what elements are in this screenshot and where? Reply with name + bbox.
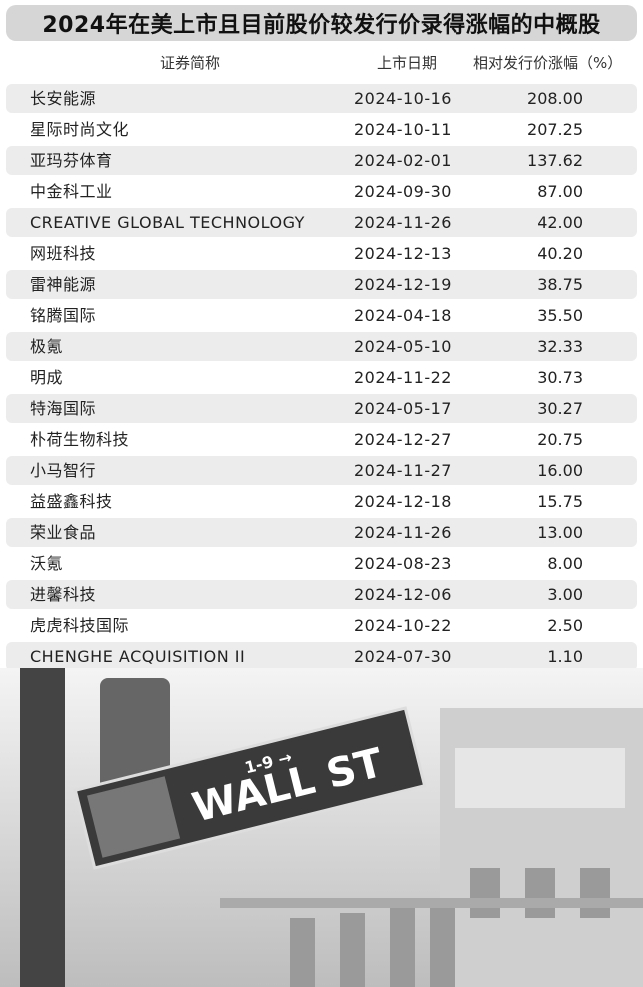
stock-name: 小马智行 <box>30 461 97 480</box>
gain-percent: 40.20 <box>537 244 583 263</box>
wall-street-photo: WALL ST 1-9 → <box>0 668 643 987</box>
gain-percent: 35.50 <box>537 306 583 325</box>
stock-name: 特海国际 <box>30 399 97 418</box>
gain-percent: 38.75 <box>537 275 583 294</box>
gain-percent: 42.00 <box>537 213 583 232</box>
stock-name: 朴荷生物科技 <box>30 430 130 449</box>
listing-date: 2024-10-16 <box>354 89 452 108</box>
table-row: 雷神能源 2024-12-19 38.75 <box>6 270 637 299</box>
gain-percent: 30.73 <box>537 368 583 387</box>
gain-percent: 2.50 <box>547 616 583 635</box>
stock-table: 长安能源 2024-10-16 208.00 星际时尚文化 2024-10-11 207.… <box>6 84 637 673</box>
stock-name: 雷神能源 <box>30 275 97 294</box>
listing-date: 2024-05-17 <box>354 399 452 418</box>
stock-name: CREATIVE GLOBAL TECHNOLOGY <box>30 213 305 232</box>
gain-percent: 16.00 <box>537 461 583 480</box>
stock-name: 荣业食品 <box>30 523 97 542</box>
stock-name: CHENGHE ACQUISITION II <box>30 647 246 666</box>
table-row: CHENGHE ACQUISITION II 2024-07-30 1.10 <box>6 642 637 671</box>
listing-date: 2024-12-27 <box>354 430 452 449</box>
table-row: 铭腾国际 2024-04-18 35.50 <box>6 301 637 330</box>
page-title: 2024年在美上市且目前股价较发行价录得涨幅的中概股 <box>6 5 637 41</box>
table-row: 朴荷生物科技 2024-12-27 20.75 <box>6 425 637 454</box>
gain-percent: 1.10 <box>547 647 583 666</box>
listing-date: 2024-11-27 <box>354 461 452 480</box>
gain-percent: 32.33 <box>537 337 583 356</box>
table-row: 长安能源 2024-10-16 208.00 <box>6 84 637 113</box>
listing-date: 2024-12-13 <box>354 244 452 263</box>
listing-date: 2024-10-22 <box>354 616 452 635</box>
table-row: 网班科技 2024-12-13 40.20 <box>6 239 637 268</box>
stock-name: 网班科技 <box>30 244 97 263</box>
gain-percent: 30.27 <box>537 399 583 418</box>
table-row: 星际时尚文化 2024-10-11 207.25 <box>6 115 637 144</box>
listing-date: 2024-12-18 <box>354 492 452 511</box>
table-row: 虎虎科技国际 2024-10-22 2.50 <box>6 611 637 640</box>
stock-name: 极氪 <box>30 337 64 356</box>
listing-date: 2024-08-23 <box>354 554 452 573</box>
listing-date: 2024-12-19 <box>354 275 452 294</box>
column-header-gain: 相对发行价涨幅（%） <box>473 54 623 72</box>
stock-name: 明成 <box>30 368 64 387</box>
stock-name: 长安能源 <box>30 89 97 108</box>
listing-date: 2024-02-01 <box>354 151 452 170</box>
listing-date: 2024-12-06 <box>354 585 452 604</box>
stock-name: 益盛鑫科技 <box>30 492 113 511</box>
gain-percent: 87.00 <box>537 182 583 201</box>
table-row: 明成 2024-11-22 30.73 <box>6 363 637 392</box>
stock-name: 沃氪 <box>30 554 64 573</box>
table-row: 益盛鑫科技 2024-12-18 15.75 <box>6 487 637 516</box>
gain-percent: 3.00 <box>547 585 583 604</box>
table-row: 亚玛芬体育 2024-02-01 137.62 <box>6 146 637 175</box>
listing-date: 2024-04-18 <box>354 306 452 325</box>
table-row: 小马智行 2024-11-27 16.00 <box>6 456 637 485</box>
table-row: CREATIVE GLOBAL TECHNOLOGY 2024-11-26 42.0… <box>6 208 637 237</box>
listing-date: 2024-11-26 <box>354 523 452 542</box>
stock-name: 铭腾国际 <box>30 306 97 325</box>
column-header-name: 证券简称 <box>160 54 221 72</box>
gain-percent: 15.75 <box>537 492 583 511</box>
stock-name: 进馨科技 <box>30 585 97 604</box>
table-header: 证券简称 上市日期 相对发行价涨幅（%） <box>0 52 643 76</box>
gain-percent: 20.75 <box>537 430 583 449</box>
table-row: 沃氪 2024-08-23 8.00 <box>6 549 637 578</box>
table-row: 进馨科技 2024-12-06 3.00 <box>6 580 637 609</box>
table-row: 极氪 2024-05-10 32.33 <box>6 332 637 361</box>
listing-date: 2024-07-30 <box>354 647 452 666</box>
listing-date: 2024-09-30 <box>354 182 452 201</box>
table-row: 中金科工业 2024-09-30 87.00 <box>6 177 637 206</box>
listing-date: 2024-10-11 <box>354 120 452 139</box>
listing-date: 2024-05-10 <box>354 337 452 356</box>
table-row: 荣业食品 2024-11-26 13.00 <box>6 518 637 547</box>
gain-percent: 207.25 <box>527 120 583 139</box>
stock-name: 星际时尚文化 <box>30 120 130 139</box>
gain-percent: 13.00 <box>537 523 583 542</box>
table-row: 特海国际 2024-05-17 30.27 <box>6 394 637 423</box>
gain-percent: 208.00 <box>527 89 583 108</box>
listing-date: 2024-11-22 <box>354 368 452 387</box>
gain-percent: 137.62 <box>527 151 583 170</box>
stock-name: 亚玛芬体育 <box>30 151 113 170</box>
column-header-date: 上市日期 <box>377 54 438 72</box>
stock-name: 虎虎科技国际 <box>30 616 130 635</box>
stock-name: 中金科工业 <box>30 182 113 201</box>
gain-percent: 8.00 <box>547 554 583 573</box>
listing-date: 2024-11-26 <box>354 213 452 232</box>
